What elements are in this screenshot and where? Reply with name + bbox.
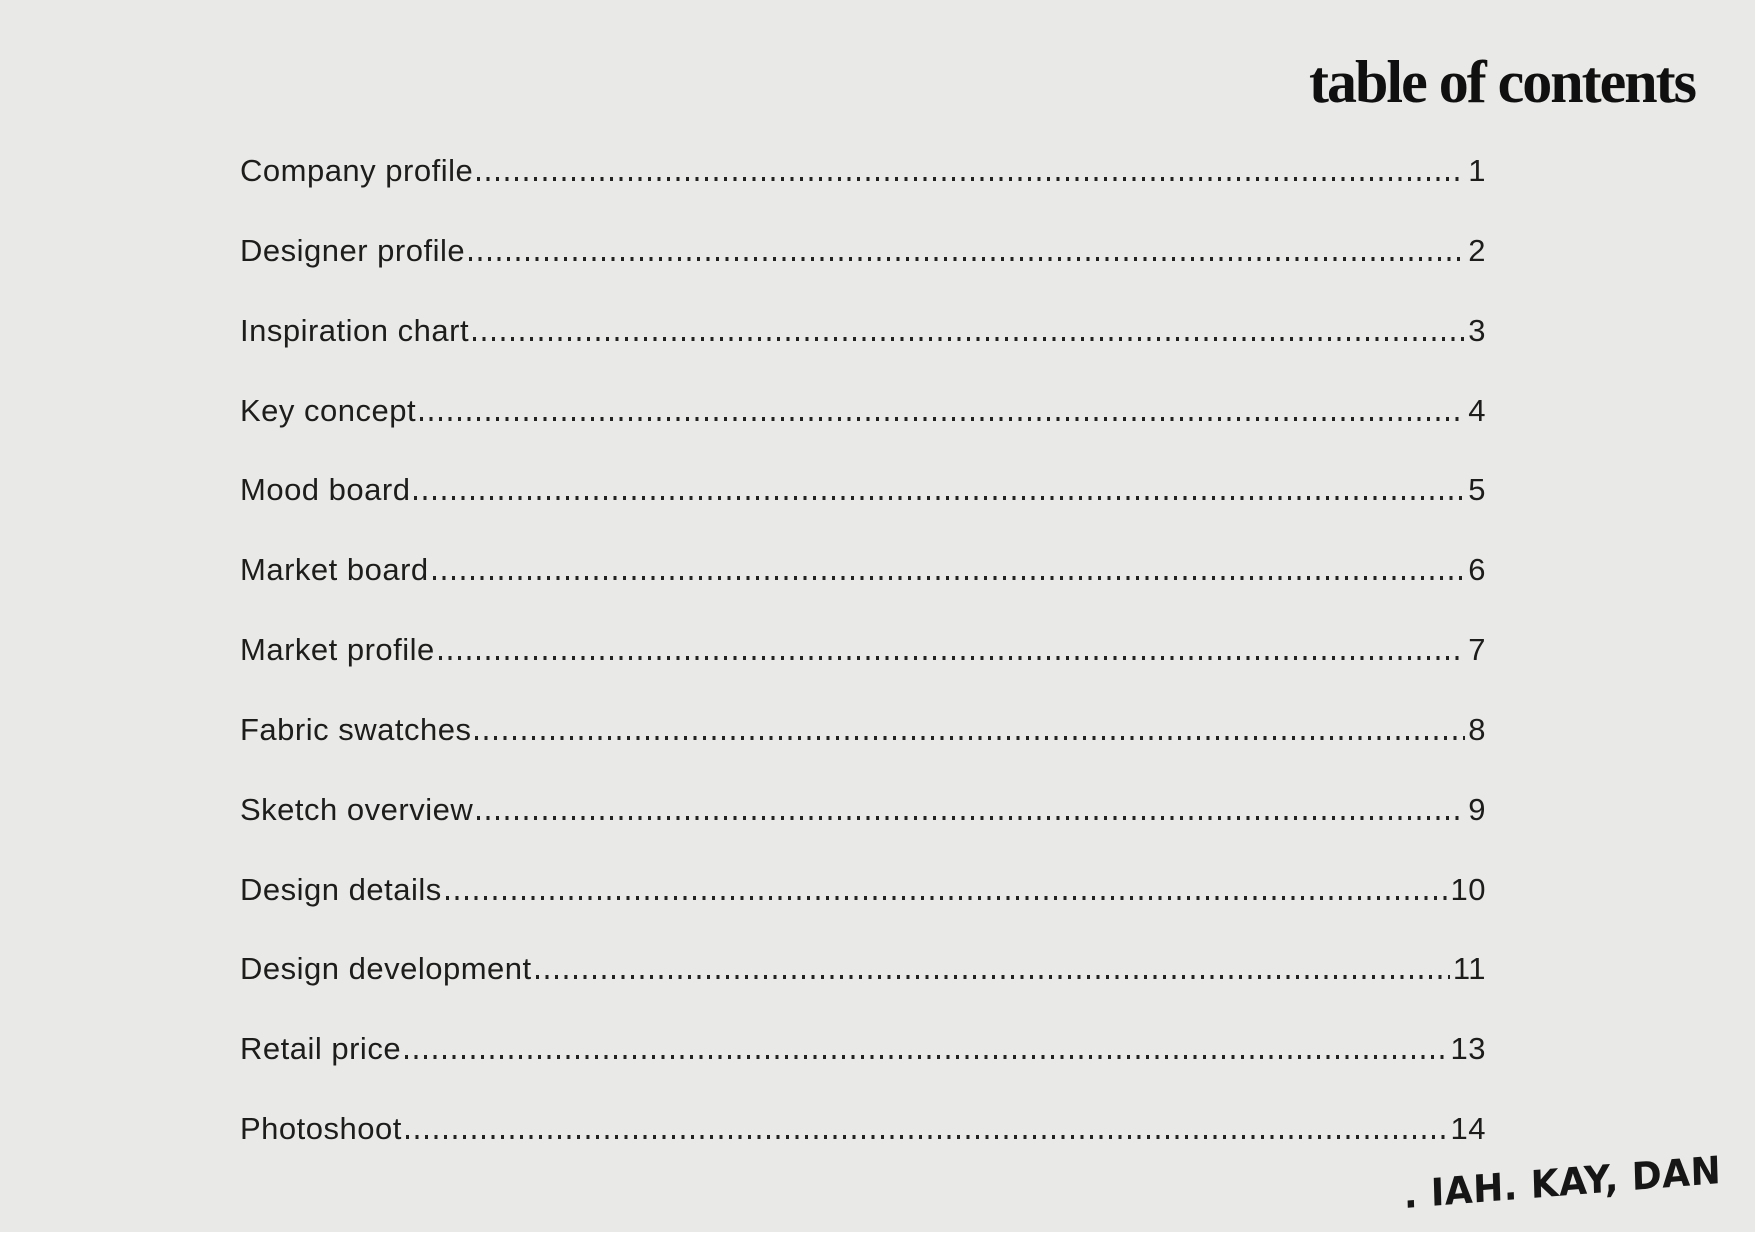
toc-entry-page-number: 3 xyxy=(1468,312,1486,348)
toc-entry: Mood board 5 xyxy=(240,471,1486,551)
dotted-leader xyxy=(477,815,1466,820)
toc-entry-page-number: 5 xyxy=(1468,472,1486,508)
toc-entry-label: Design development xyxy=(240,951,532,987)
toc-entry: Market board 6 xyxy=(240,551,1486,631)
dotted-leader xyxy=(438,656,1466,661)
toc-list: Company profile 1 Designer profile 2 Inspira… xyxy=(240,152,1486,1190)
toc-entry-page-number: 14 xyxy=(1450,1111,1486,1147)
toc-entry-page-number: 2 xyxy=(1468,232,1486,268)
dotted-leader xyxy=(405,1135,1448,1140)
toc-entry-label: Inspiration chart xyxy=(240,312,470,348)
toc-entry-label: Retail price xyxy=(240,1031,402,1067)
dotted-leader xyxy=(475,735,1466,740)
toc-entry: Company profile 1 xyxy=(240,152,1486,232)
toc-entry-page-number: 9 xyxy=(1468,791,1486,827)
toc-entry-page-number: 6 xyxy=(1468,552,1486,588)
toc-entry-label: Company profile xyxy=(240,153,474,188)
toc-entry: Design development 11 xyxy=(240,950,1486,1030)
toc-entry: Retail price 13 xyxy=(240,1030,1486,1110)
toc-entry-page-number: 8 xyxy=(1468,711,1486,747)
toc-entry-label: Market profile xyxy=(240,632,435,668)
toc-entry-page-number: 1 xyxy=(1468,153,1486,188)
toc-entry: Inspiration chart 3 xyxy=(240,312,1486,392)
bottom-edge-strip xyxy=(0,1232,1755,1241)
dotted-leader xyxy=(445,895,1448,900)
page-title: table of contents xyxy=(1309,49,1697,115)
toc-entry-label: Sketch overview xyxy=(240,791,474,827)
dotted-leader xyxy=(535,975,1450,980)
toc-entry-label: Key concept xyxy=(240,392,417,428)
toc-entry-page-number: 4 xyxy=(1468,392,1486,428)
dotted-leader xyxy=(477,177,1466,181)
toc-entry: Sketch overview 9 xyxy=(240,791,1486,871)
toc-entry: Market profile 7 xyxy=(240,631,1486,711)
toc-entry: Key concept 4 xyxy=(240,392,1486,472)
toc-entry-label: Fabric swatches xyxy=(240,711,472,747)
toc-entry: Designer profile 2 xyxy=(240,232,1486,312)
dotted-leader xyxy=(432,576,1466,581)
toc-entry: Design details 10 xyxy=(240,871,1486,951)
toc-entry-label: Design details xyxy=(240,871,442,907)
toc-entry: Photoshoot 14 xyxy=(240,1110,1486,1190)
toc-entry-label: Mood board xyxy=(240,472,411,508)
toc-entry-label: Designer profile xyxy=(240,232,466,268)
toc-entry-label: Market board xyxy=(240,552,429,588)
dotted-leader xyxy=(469,256,1466,261)
dotted-leader xyxy=(420,416,1466,421)
dotted-leader xyxy=(473,336,1466,341)
dotted-leader xyxy=(414,496,1466,501)
dotted-leader xyxy=(405,1055,1448,1060)
toc-entry-page-number: 13 xyxy=(1450,1031,1486,1067)
toc-entry-label: Photoshoot xyxy=(240,1111,402,1147)
toc-entry: Fabric swatches 8 xyxy=(240,711,1486,791)
toc-entry-page-number: 11 xyxy=(1452,951,1486,987)
toc-entry-page-number: 10 xyxy=(1450,871,1486,907)
toc-entry-page-number: 7 xyxy=(1468,632,1486,668)
